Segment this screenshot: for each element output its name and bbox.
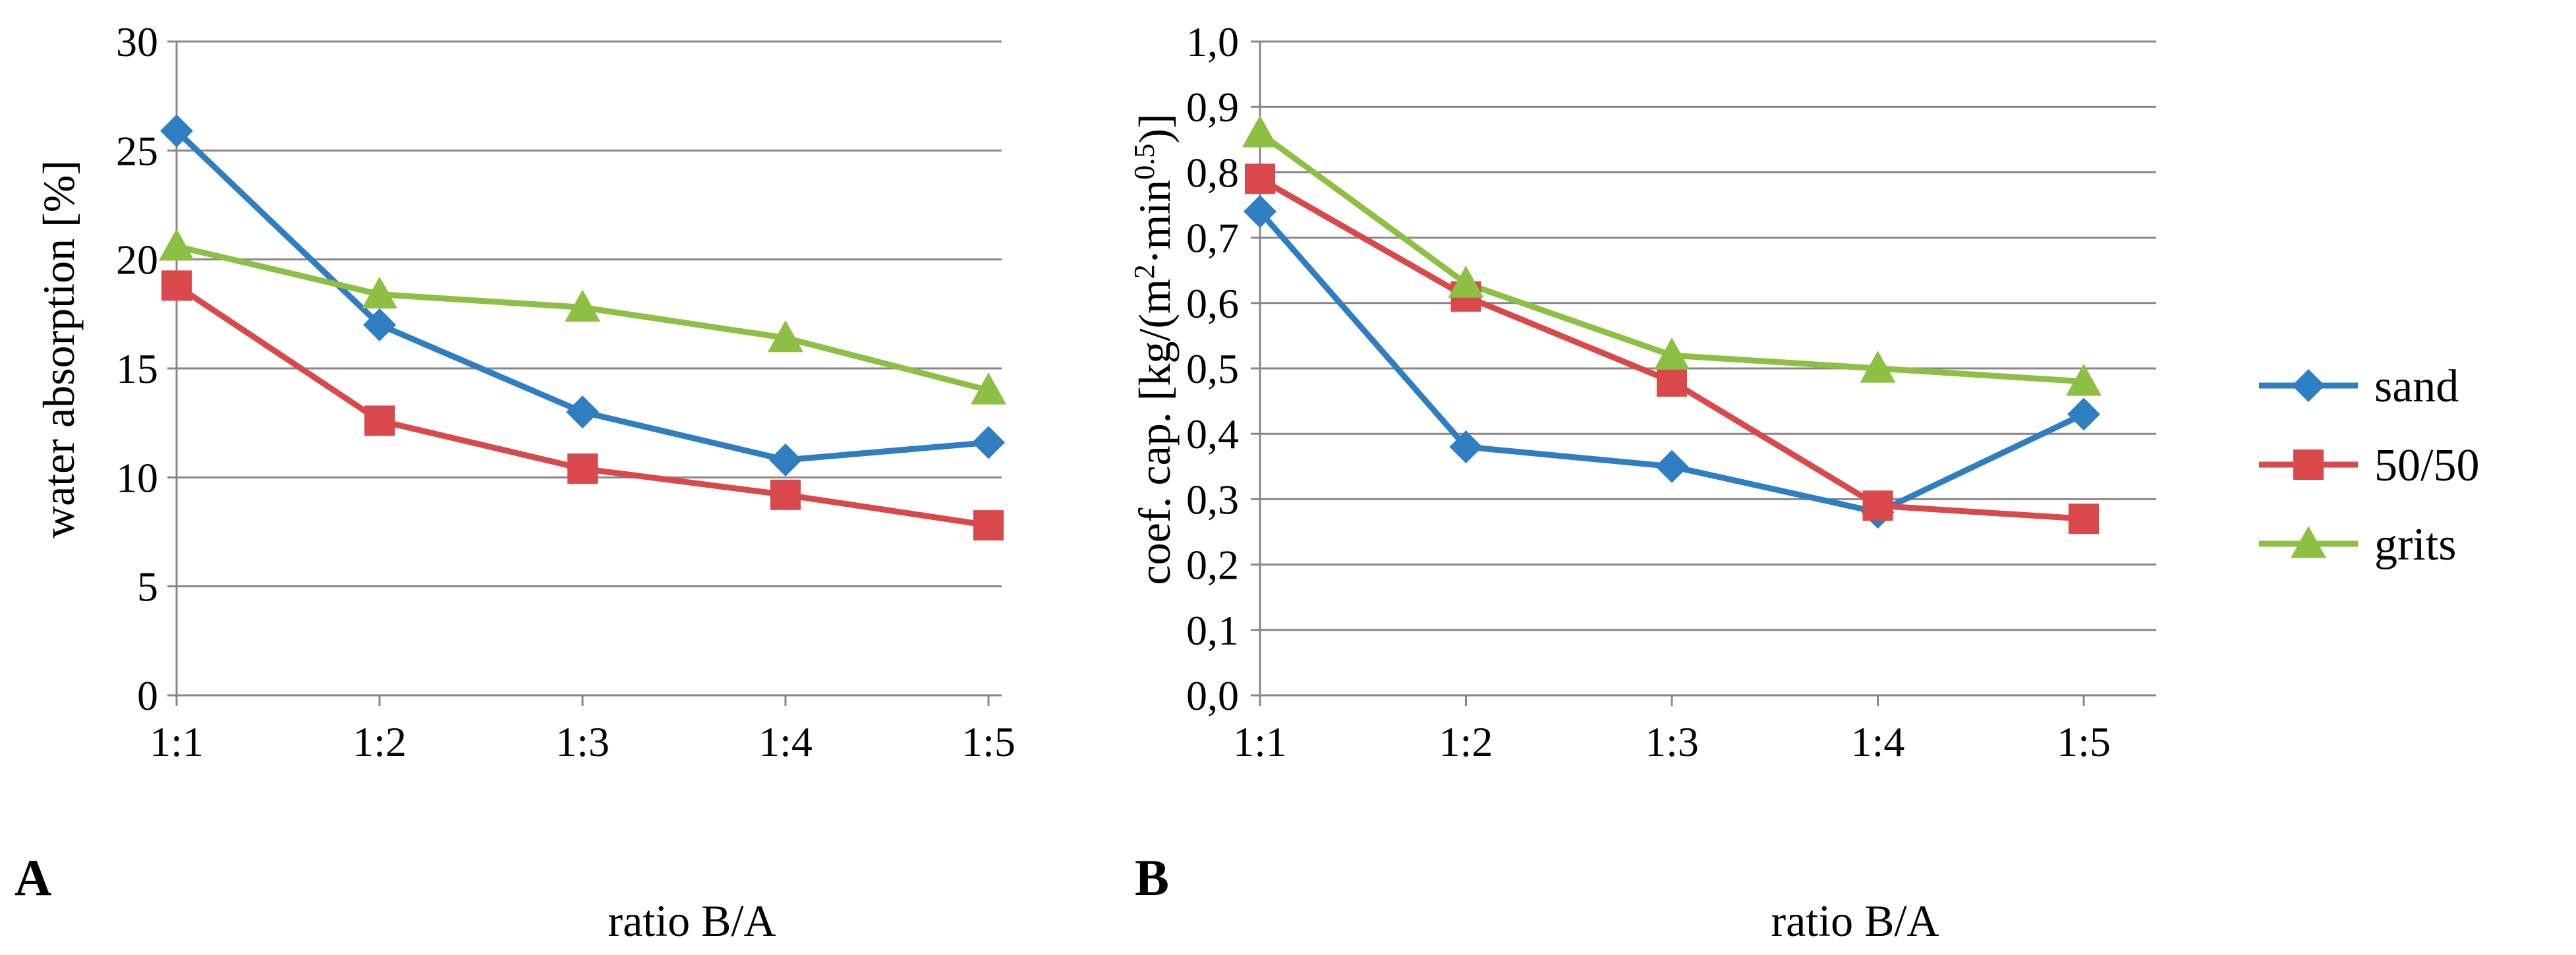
chart-b-x-tick-label: 1:4 (1851, 718, 1905, 765)
chart-a-panel-label: A (14, 849, 51, 906)
chart-a-point-sand (160, 114, 193, 148)
chart-b-point-sand (1244, 194, 1276, 228)
chart-a-x-tick-label: 1:3 (556, 718, 610, 765)
chart-a-axes (167, 40, 1002, 706)
chart-panel-b: 0,0 0,1 0,2 0,3 0,4 0,5 0,6 0,7 0,8 0,9 1,0 1:1 1:2… (1128, 18, 2156, 946)
chart-a-y-tick-label: 20 (116, 237, 158, 283)
chart-a-point-50-50 (567, 453, 598, 484)
chart-b-point-grits (1448, 266, 1484, 298)
chart-b-point-grits (1654, 337, 1690, 370)
chart-a-point-grits (565, 289, 600, 322)
chart-b-y-tick-label: 0,9 (1186, 84, 1239, 130)
chart-b-y-axis-title-sup2: 0.5 (1128, 144, 1160, 180)
chart-b-y-axis-title-end: )] (1130, 113, 1180, 143)
chart-a-point-grits (159, 228, 194, 261)
chart-a-x-tick-label: 1:5 (961, 718, 1016, 765)
chart-b-point-50-50 (1862, 490, 1893, 521)
chart-b-panel-label: B (1135, 849, 1169, 906)
chart-b-axes (1251, 40, 2156, 706)
chart-a-y-tick-label: 15 (116, 345, 158, 392)
chart-a-x-tick-labels: 1:1 1:2 1:3 1:4 1:5 (150, 718, 1016, 765)
chart-b-y-tick-label: 0,0 (1186, 672, 1239, 719)
chart-b-x-tick-label: 1:5 (2057, 718, 2111, 765)
chart-b-y-axis-title-main: coef. cap. [kg/(m (1130, 279, 1180, 585)
chart-b-y-axis-title: coef. cap. [kg/(m2·min0.5)] (1128, 113, 1180, 585)
chart-b-y-tick-label: 1,0 (1186, 18, 1239, 65)
chart-a-point-grits (768, 320, 803, 353)
chart-b-point-50-50 (1245, 163, 1275, 194)
chart-a-point-50-50 (161, 270, 192, 301)
chart-a-x-tick-label: 1:4 (758, 718, 813, 765)
chart-b-point-sand (2067, 397, 2100, 431)
chart-b-gridlines (1260, 40, 2156, 631)
chart-b-y-tick-label: 0,2 (1186, 542, 1239, 589)
chart-a-y-tick-label: 5 (137, 564, 158, 610)
chart-b-x-tick-label: 1:1 (1233, 718, 1287, 765)
legend-marker-sand (2292, 369, 2325, 402)
chart-b-y-axis-title-sup1: 2 (1128, 264, 1160, 279)
chart-b-y-tick-labels: 0,0 0,1 0,2 0,3 0,4 0,5 0,6 0,7 0,8 0,9 1,0 (1186, 18, 1239, 719)
chart-b-y-tick-label: 0,6 (1186, 280, 1239, 327)
chart-b-point-grits (1242, 115, 1278, 148)
chart-a-point-50-50 (364, 405, 395, 436)
chart-b-y-tick-label: 0,5 (1186, 345, 1239, 392)
chart-b-y-tick-label: 0,4 (1186, 411, 1239, 457)
legend-label-grits: grits (2374, 519, 2456, 570)
legend-label-sand: sand (2374, 361, 2459, 412)
chart-a-point-sand (972, 426, 1005, 459)
legend-label-50-50: 50/50 (2374, 440, 2479, 491)
chart-a-point-50-50 (973, 510, 1004, 541)
chart-a-y-tick-labels: 0 5 10 15 20 25 30 (116, 18, 158, 719)
chart-b-y-tick-label: 0,1 (1186, 607, 1239, 654)
legend-marker-grits (2291, 526, 2326, 558)
chart-a-series (159, 114, 1006, 541)
chart-b-x-tick-labels: 1:1 1:2 1:3 1:4 1:5 (1233, 718, 2111, 765)
chart-b-y-tick-label: 0,7 (1186, 215, 1239, 262)
chart-a-x-tick-label: 1:1 (150, 718, 204, 765)
chart-b-point-grits (1860, 351, 1896, 383)
chart-a-point-sand (363, 308, 396, 341)
chart-b-x-tick-label: 1:2 (1439, 718, 1493, 765)
chart-legend: sand 50/50 grits (2259, 361, 2479, 570)
chart-a-y-tick-label: 30 (116, 18, 158, 65)
chart-b-point-50-50 (1657, 366, 1687, 397)
chart-b-point-sand (1655, 449, 1688, 483)
chart-a-point-grits (971, 372, 1006, 405)
chart-b-series (1242, 115, 2102, 535)
chart-a-y-axis-title: water absorption [%] (34, 160, 84, 538)
chart-b-y-tick-label: 0,8 (1186, 149, 1239, 196)
chart-a-y-tick-label: 10 (116, 454, 158, 501)
chart-b-y-tick-label: 0,3 (1186, 476, 1239, 523)
chart-a-point-sand (769, 443, 802, 477)
chart-b-x-axis-title: ratio B/A (1771, 896, 1939, 946)
chart-b-point-50-50 (2069, 504, 2099, 535)
chart-a-point-sand (566, 395, 599, 429)
chart-a-y-tick-label: 0 (137, 672, 158, 719)
chart-panel-a: 0 5 10 15 20 25 30 1:1 1:2 1:3 1:4 1:5 water absor… (14, 18, 1016, 946)
chart-b-x-tick-label: 1:3 (1645, 718, 1699, 765)
chart-a-y-tick-label: 25 (116, 127, 158, 174)
chart-b-y-axis-title-mid: ·min (1130, 180, 1180, 264)
chart-a-point-50-50 (770, 479, 801, 510)
chart-b-point-sand (1449, 430, 1483, 464)
chart-a-point-grits (362, 276, 397, 309)
chart-a-x-tick-label: 1:2 (353, 718, 407, 765)
chart-b-point-grits (2066, 363, 2102, 396)
chart-a-x-axis-title: ratio B/A (608, 896, 776, 946)
legend-marker-50-50 (2293, 449, 2324, 480)
